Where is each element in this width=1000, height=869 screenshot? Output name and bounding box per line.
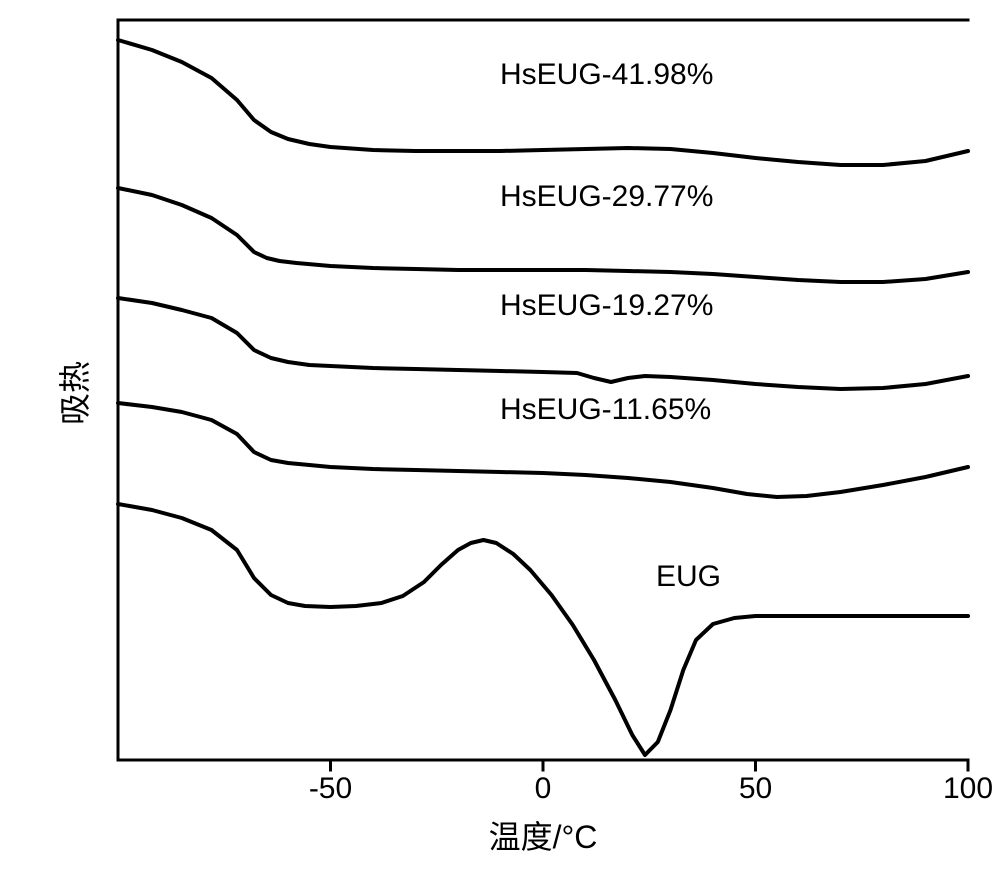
series-label-eug: EUG — [656, 560, 721, 594]
series-label-hs-eug-2977: HsEUG-29.77% — [500, 180, 713, 214]
series-label-hs-eug-1165: HsEUG-11.65% — [500, 393, 711, 427]
chart-svg — [0, 0, 1000, 869]
x-tick-label: 50 — [716, 772, 796, 806]
y-axis-label: 吸热 — [50, 361, 96, 425]
series-label-hs-eug-1927: HsEUG-19.27% — [500, 289, 713, 323]
dsc-thermogram-chart: -50 0 50 100 温度/°C 吸热 HsEUG-41.98% HsEUG-29.77%… — [0, 0, 1000, 869]
x-tick-label: 100 — [928, 772, 1000, 806]
x-tick-label: -50 — [291, 772, 371, 806]
curve-eug — [118, 504, 968, 755]
series-label-hs-eug-4198: HsEUG-41.98% — [500, 58, 713, 92]
x-tick-label: 0 — [503, 772, 583, 806]
x-axis-label: 温度/°C — [0, 812, 968, 858]
